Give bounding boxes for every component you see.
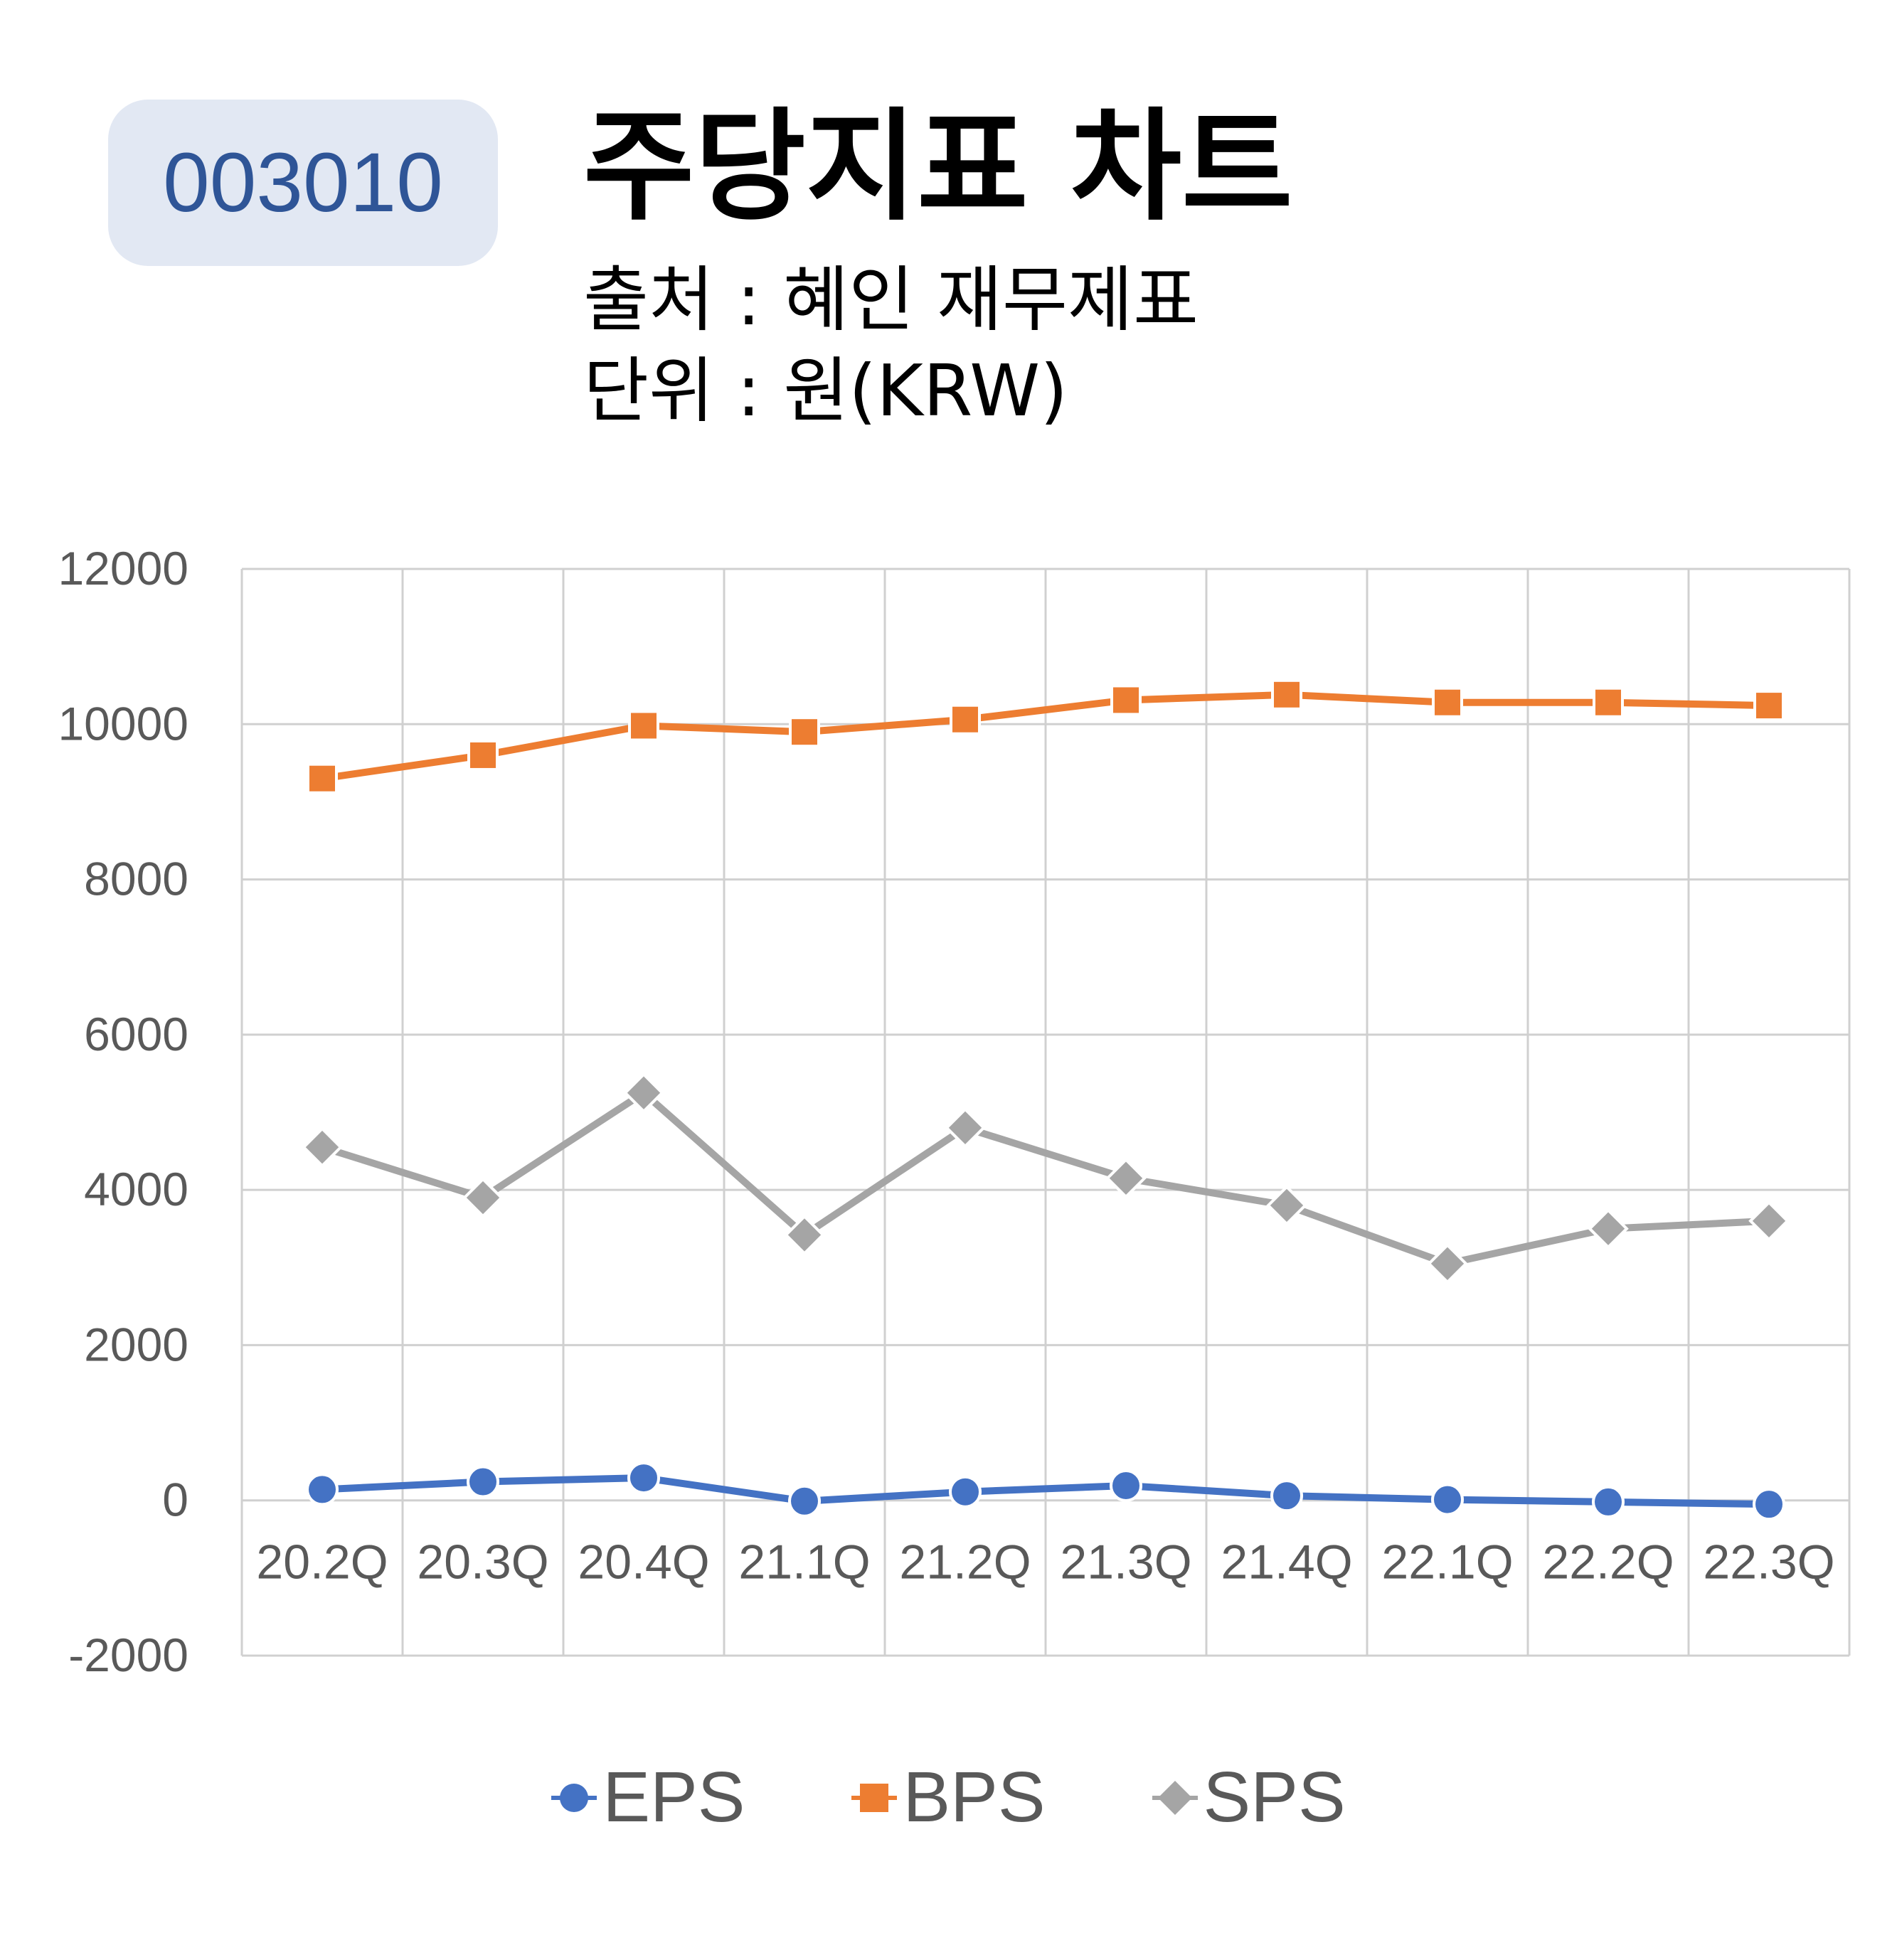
y-tick-label: 8000	[84, 853, 188, 905]
y-tick-label: 0	[162, 1474, 188, 1526]
x-tick-label: 22.1Q	[1381, 1535, 1513, 1589]
marker-eps	[788, 1484, 821, 1518]
marker-bps	[1753, 690, 1785, 722]
y-tick-label: 4000	[84, 1163, 188, 1215]
source-label: 출처 : 혜인 재무제표	[583, 258, 1199, 341]
marker-eps	[467, 1465, 499, 1498]
y-axis-labels: -2000 0 2000 4000 6000 8000 10000 12000	[58, 542, 188, 1681]
series-lines	[321, 691, 1770, 1508]
marker-bps	[950, 703, 981, 735]
marker-sps	[302, 1127, 343, 1168]
marker-bps	[628, 710, 659, 742]
legend: EPS BPS SPS	[0, 1757, 1897, 1838]
legend-item-bps: BPS	[851, 1757, 1046, 1838]
x-tick-label: 21.4Q	[1221, 1535, 1352, 1589]
x-axis-labels: 20.2Q 20.3Q 20.4Q 21.1Q 21.2Q 21.3Q 21.4Q 22.1Q…	[256, 1535, 1834, 1589]
legend-square	[860, 1783, 889, 1812]
legend-label: EPS	[602, 1757, 745, 1837]
series-line-bps	[322, 691, 1770, 782]
x-tick-label: 21.1Q	[738, 1535, 870, 1589]
marker-sps	[1105, 1157, 1147, 1199]
x-tick-label: 22.3Q	[1703, 1535, 1834, 1589]
marker-sps	[1427, 1243, 1468, 1284]
marker-bps	[1110, 684, 1142, 716]
marker-eps	[1753, 1488, 1785, 1521]
legend-circle	[560, 1783, 589, 1812]
stock-code: 003010	[163, 136, 443, 230]
legend-label: SPS	[1203, 1757, 1346, 1837]
x-tick-label: 20.4Q	[578, 1535, 709, 1589]
legend-marker-circle-icon	[551, 1783, 597, 1812]
marker-eps	[306, 1473, 339, 1506]
chart-grid	[240, 568, 1851, 1657]
marker-bps	[789, 716, 820, 748]
legend-label: BPS	[903, 1757, 1046, 1837]
marker-sps	[1588, 1208, 1629, 1250]
marker-sps	[784, 1214, 825, 1256]
stock-code-badge: 003010	[108, 100, 498, 266]
unit-label: 단위 : 원(KRW)	[583, 349, 1068, 432]
y-tick-label: 6000	[84, 1008, 188, 1060]
chart-title: 주당지표 차트	[583, 97, 1293, 238]
marker-sps	[1748, 1200, 1790, 1242]
x-tick-label: 22.2Q	[1542, 1535, 1674, 1589]
marker-sps	[623, 1072, 664, 1114]
legend-marker-square-icon	[851, 1783, 898, 1812]
marker-eps	[949, 1475, 982, 1508]
legend-diamond	[1157, 1780, 1192, 1815]
series-line-sps	[321, 1089, 1770, 1267]
marker-eps	[1592, 1485, 1625, 1518]
y-tick-label: -2000	[68, 1629, 188, 1681]
marker-sps	[1266, 1185, 1307, 1226]
marker-bps	[1271, 678, 1302, 710]
y-tick-label: 12000	[58, 542, 188, 595]
x-tick-label: 21.3Q	[1060, 1535, 1191, 1589]
marker-eps	[1110, 1469, 1142, 1502]
y-tick-label: 10000	[58, 697, 188, 750]
x-tick-label: 20.3Q	[417, 1535, 548, 1589]
legend-item-eps: EPS	[551, 1757, 745, 1838]
x-tick-label: 21.2Q	[899, 1535, 1031, 1589]
marker-eps	[1431, 1483, 1464, 1516]
marker-bps	[1593, 686, 1624, 718]
series-markers	[302, 678, 1790, 1521]
marker-sps	[945, 1107, 986, 1149]
legend-marker-diamond-icon	[1152, 1780, 1198, 1815]
marker-bps	[307, 762, 338, 794]
marker-eps	[627, 1461, 660, 1495]
series-line-eps	[322, 1474, 1770, 1508]
x-tick-label: 20.2Q	[256, 1535, 388, 1589]
marker-bps	[467, 739, 499, 771]
y-tick-label: 2000	[84, 1318, 188, 1370]
marker-eps	[1270, 1479, 1303, 1513]
legend-item-sps: SPS	[1152, 1757, 1346, 1838]
marker-bps	[1432, 686, 1463, 718]
marker-sps	[462, 1177, 504, 1218]
